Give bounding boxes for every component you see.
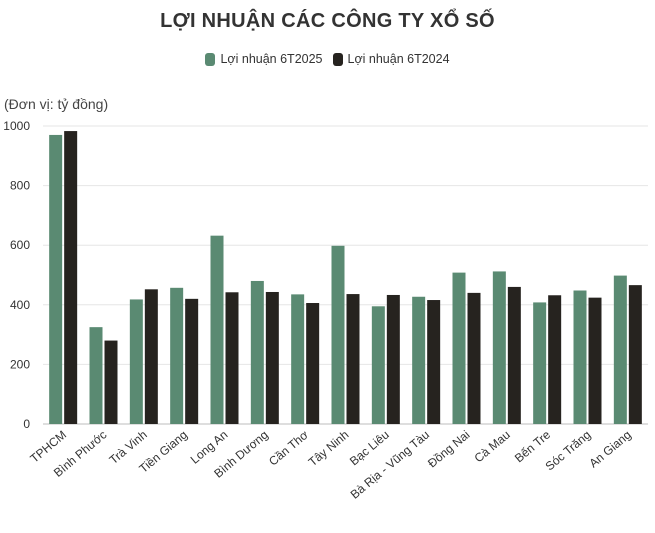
bar-2024-5 [265,291,279,424]
bar-2024-8 [386,294,400,424]
bar-2024-13 [588,297,602,424]
x-tick-label-10: Đồng Nai [425,428,472,471]
bar-2025-0 [49,134,63,424]
bar-2024-11 [507,286,521,424]
bar-2024-4 [225,292,239,424]
legend-item-2024[interactable]: Lợi nhuận 6T2024 [332,52,450,66]
bar-2025-11 [492,271,506,424]
bar-2025-4 [210,235,224,424]
chart-title: LỢI NHUẬN CÁC CÔNG TY XỔ SỐ [160,10,495,32]
bar-2024-6 [306,303,320,424]
legend-label-2024: Lợi nhuận 6T2024 [347,52,450,66]
legend-swatch-2024 [332,52,343,66]
x-tick-label-6: Cần Thơ [266,427,311,468]
legend-item-2025[interactable]: Lợi nhuận 6T2025 [205,52,323,66]
y-tick-label-600: 600 [10,238,30,252]
bar-2025-1 [89,327,103,424]
bar-2025-5 [250,280,264,424]
bar-2025-12 [533,302,547,424]
x-tick-label-14: An Giang [586,428,633,471]
legend-swatch-2025 [205,52,216,66]
x-tick-label-7: Tây Ninh [306,428,352,470]
y-tick-label-0: 0 [23,417,30,431]
unit-label: (Đơn vị: tỷ đồng) [4,96,109,112]
bar-2025-9 [412,296,426,424]
bar-2024-10 [467,292,481,424]
bar-2024-2 [144,289,158,424]
bar-2025-10 [452,272,466,424]
bar-2025-8 [371,306,385,424]
bar-2025-6 [291,294,305,424]
bar-2025-2 [129,299,143,424]
bar-2024-3 [185,298,199,424]
legend-label-2025: Lợi nhuận 6T2025 [220,52,323,66]
bar-2025-3 [170,287,184,424]
bar-2024-12 [548,295,562,424]
y-tick-label-200: 200 [10,357,30,371]
bar-2024-14 [628,285,642,424]
x-tick-label-13: Sóc Trăng [543,428,594,474]
y-tick-label-1000: 1000 [3,119,30,133]
bar-2024-9 [427,300,441,424]
legend: Lợi nhuận 6T2025 Lợi nhuận 6T2024 [0,52,655,66]
bar-2025-13 [573,290,587,424]
bar-2024-0 [64,131,78,425]
bar-2025-7 [331,245,345,424]
bar-2024-1 [104,340,118,424]
bar-2024-7 [346,294,360,424]
y-tick-label-400: 400 [10,298,30,312]
bar-2025-14 [613,275,627,424]
y-tick-label-800: 800 [10,179,30,193]
x-tick-label-11: Cà Mau [472,428,513,466]
